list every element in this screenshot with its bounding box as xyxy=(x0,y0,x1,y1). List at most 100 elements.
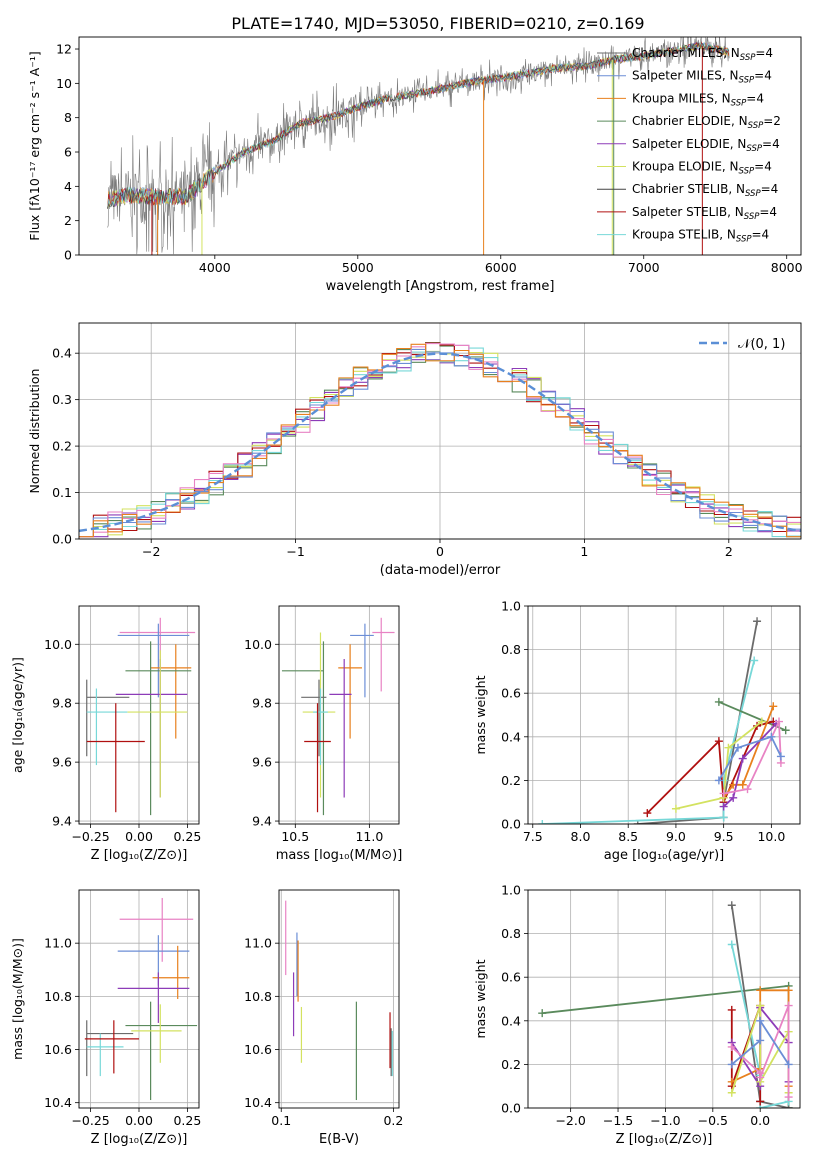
y-tick-label: 10.6 xyxy=(244,1042,272,1057)
axes-residuals: −2 −1 0 1 2 0.0 0.1 0.2 0.3 0.4 (data-model)/error… xyxy=(27,322,802,578)
panel-age_vs_mass: 10.5 11.0 9.4 9.6 9.8 10.0 mass [log₁₀(M/M⊙)] xyxy=(244,605,403,863)
weight-marker xyxy=(719,789,728,798)
x-tick-label: 11.0 xyxy=(355,829,383,844)
x-tick-label: 8.0 xyxy=(571,829,591,844)
chart-layer: 4000 5000 6000 7000 8000024681012wavelength … xyxy=(10,36,803,1147)
x-tick-label: −1.5 xyxy=(603,1113,633,1128)
x-tick-label: 0.0 xyxy=(750,1113,770,1128)
legend-label: Salpeter ELODIE, NSSP=4 xyxy=(632,137,780,154)
legend-label: Chabrier STELIB, NSSP=4 xyxy=(632,182,778,199)
y-tick-label: 0.2 xyxy=(501,773,521,788)
legend-text: Kroupa ELODIE, N xyxy=(632,160,739,174)
axes-frame xyxy=(278,605,400,825)
x-axis-label: Z [log₁₀(Z/Z⊙)] xyxy=(616,1132,713,1147)
y-tick-label: 1.0 xyxy=(501,599,521,614)
x-tick-label: 0.1 xyxy=(271,1113,291,1128)
x-axis-label: wavelength [Angstrom, rest frame] xyxy=(326,279,555,294)
legend-suffix: =4 xyxy=(754,69,772,83)
panel-residuals: −2 −1 0 1 2 0.0 0.1 0.2 0.3 0.4 (data-model)/error… xyxy=(27,322,802,578)
x-tick-label: 0.2 xyxy=(383,1113,403,1128)
x-axis-label: age [log₁₀(age/yr)] xyxy=(604,848,725,863)
weight-line xyxy=(675,720,763,810)
weight-marker xyxy=(756,1036,765,1045)
legend-label: Salpeter STELIB, NSSP=4 xyxy=(632,205,777,222)
plot-area-weight_vs_z xyxy=(538,901,793,1108)
legend-suffix: =2 xyxy=(763,114,781,128)
y-tick-label: 9.6 xyxy=(52,755,72,770)
panel-weight_vs_age: 7.5 8.0 8.5 9.0 9.5 10.0 0.0 0.2 0.4 0.6 0.8 1.0 age… xyxy=(473,599,801,863)
legend-suffix: =4 xyxy=(759,205,777,219)
y-tick-label: 0.6 xyxy=(501,970,521,985)
axes-frame xyxy=(527,889,801,1109)
x-tick-label: −1.0 xyxy=(650,1113,680,1128)
axes-mass_vs_z: −0.25 0.00 0.25 10.4 10.6 10.8 11.0 Z [log₁₀(Z/… xyxy=(10,889,201,1147)
legend-subscript: SSP xyxy=(739,167,755,177)
weight-line xyxy=(731,1017,790,1066)
x-tick-label: 7000 xyxy=(628,260,660,275)
axes-age_vs_z: −0.25 0.00 0.25 9.4 9.6 9.8 10.0 Z [log₁₀(Z/Z⊙)… xyxy=(10,605,201,863)
weight-marker xyxy=(727,901,736,910)
plot-area-residuals xyxy=(79,341,801,538)
weight-marker xyxy=(775,717,784,726)
weight-marker xyxy=(750,656,759,665)
y-tick-label: 0.0 xyxy=(52,532,72,547)
y-tick-label: 10 xyxy=(56,76,72,91)
y-tick-label: 8 xyxy=(64,110,72,125)
x-tick-label: −2 xyxy=(142,544,160,559)
y-tick-label: 10.0 xyxy=(44,637,72,652)
panel-mass_vs_ebv: 0.1 0.2 10.4 10.6 10.8 11.0 E(B-V) xyxy=(244,889,403,1147)
axes-spectrum: 4000 5000 6000 7000 8000 0 2 4 6 8 10 12 wavelength … xyxy=(27,36,803,294)
model-spectrum xyxy=(107,41,729,209)
weight-marker xyxy=(753,617,762,626)
plot-area-mass_vs_ebv xyxy=(285,900,393,1101)
figure-title: PLATE=1740, MJD=53050, FIBERID=0210, z=0… xyxy=(231,14,644,33)
weight-marker xyxy=(756,1097,765,1106)
axes-frame xyxy=(278,889,400,1109)
y-tick-label: 10.4 xyxy=(244,1095,272,1110)
y-axis-label: Flux [fλ10⁻¹⁷ erg cm⁻² s⁻¹ A⁻¹] xyxy=(27,51,42,240)
x-axis-label: mass [log₁₀(M/M⊙)] xyxy=(276,848,403,863)
x-axis-label: Z [log₁₀(Z/Z⊙)] xyxy=(91,1132,188,1147)
weight-marker xyxy=(784,986,793,995)
legend-text: Salpeter STELIB, N xyxy=(632,205,744,219)
weight-line xyxy=(723,721,782,795)
y-axis-label: age [log₁₀(age/yr)] xyxy=(10,657,25,773)
x-tick-label: 10.5 xyxy=(281,829,309,844)
legend-text: Salpeter MILES, N xyxy=(632,69,739,83)
legend-suffix: =4 xyxy=(755,46,773,60)
x-tick-label: 8000 xyxy=(771,260,803,275)
legend-text: Chabrier MILES, N xyxy=(632,46,740,60)
weight-marker xyxy=(727,1088,736,1097)
weight-marker xyxy=(714,697,723,706)
y-tick-label: 0 xyxy=(64,248,72,263)
weight-marker xyxy=(781,726,790,735)
plot-area-mass_vs_z xyxy=(84,897,198,1101)
legend-subscript: SSP xyxy=(748,121,764,131)
weight-marker xyxy=(784,1093,793,1102)
weight-marker xyxy=(729,793,738,802)
weight-marker xyxy=(643,809,652,818)
legend-suffix: =4 xyxy=(762,137,780,151)
x-tick-label: 9.5 xyxy=(714,829,734,844)
y-tick-label: 2 xyxy=(64,213,72,228)
weight-marker xyxy=(714,737,723,746)
y-tick-label: 1.0 xyxy=(501,883,521,898)
y-tick-label: 11.0 xyxy=(244,936,272,951)
legend-subscript: SSP xyxy=(744,212,760,222)
weight-line xyxy=(718,735,782,781)
legend-label: Chabrier MILES, NSSP=4 xyxy=(632,46,773,63)
x-tick-label: −2.0 xyxy=(555,1113,585,1128)
weight-marker xyxy=(671,804,680,813)
y-tick-label: 10.4 xyxy=(44,1095,72,1110)
x-tick-label: 7.5 xyxy=(523,829,543,844)
x-tick-label: 0.00 xyxy=(125,829,153,844)
y-tick-label: 11.0 xyxy=(44,936,72,951)
weight-marker xyxy=(738,754,747,763)
y-tick-label: 9.6 xyxy=(252,755,272,770)
y-tick-label: 0.2 xyxy=(52,439,72,454)
panel-age_vs_z: −0.25 0.00 0.25 9.4 9.6 9.8 10.0 Z [log₁₀(Z/Z⊙)… xyxy=(10,605,201,863)
x-tick-label: −0.25 xyxy=(71,1113,109,1128)
weight-marker xyxy=(767,732,776,741)
y-tick-label: 0.0 xyxy=(501,1101,521,1116)
weight-marker xyxy=(733,743,742,752)
